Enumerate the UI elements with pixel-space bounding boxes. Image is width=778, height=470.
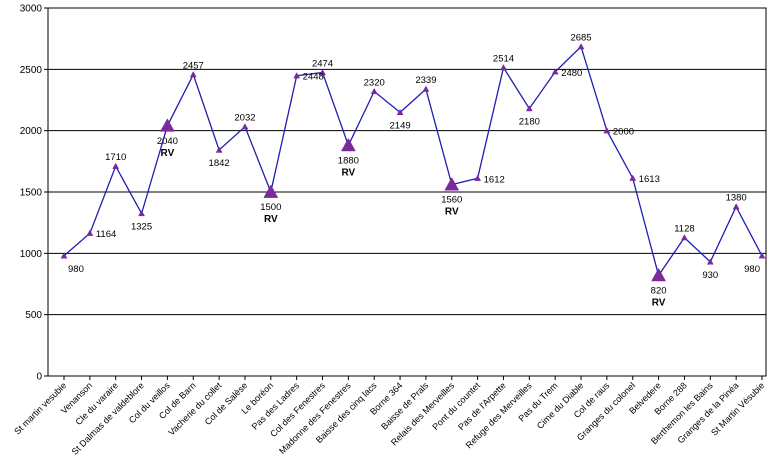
data-point bbox=[396, 108, 404, 116]
data-label: 2457 bbox=[183, 61, 204, 72]
data-point bbox=[293, 72, 301, 79]
rv-label: RV bbox=[161, 148, 175, 159]
data-point bbox=[422, 85, 430, 92]
data-point bbox=[500, 64, 507, 71]
data-label: 1325 bbox=[131, 221, 152, 232]
rv-label: RV bbox=[445, 207, 459, 218]
data-label: 2448 bbox=[303, 72, 324, 83]
data-label: 1880 bbox=[338, 155, 359, 166]
data-point bbox=[551, 68, 559, 75]
data-point bbox=[474, 174, 482, 181]
data-point bbox=[577, 43, 585, 50]
data-label: 1128 bbox=[674, 224, 694, 235]
data-label: 2339 bbox=[415, 75, 436, 86]
data-point bbox=[112, 162, 120, 169]
y-tick-label: 2000 bbox=[20, 126, 43, 137]
data-label: 930 bbox=[702, 270, 718, 281]
data-label: 1380 bbox=[726, 193, 747, 204]
data-label: 820 bbox=[651, 285, 667, 296]
data-label: 2032 bbox=[234, 113, 255, 124]
data-label: 2180 bbox=[519, 117, 540, 128]
data-point bbox=[241, 123, 249, 130]
rv-label: RV bbox=[264, 214, 278, 225]
y-tick-label: 1500 bbox=[20, 188, 43, 199]
rv-label: RV bbox=[342, 167, 356, 178]
data-label: 2514 bbox=[493, 54, 514, 65]
y-tick-label: 500 bbox=[25, 310, 42, 321]
data-point bbox=[681, 234, 688, 241]
data-point bbox=[525, 105, 533, 112]
rv-marker bbox=[159, 118, 175, 132]
y-axis: 0 500 1000 1500 2000 2500 3000 bbox=[20, 4, 48, 383]
data-label: 1613 bbox=[639, 174, 660, 185]
series-line bbox=[63, 45, 763, 277]
y-tick-label: 1000 bbox=[20, 249, 43, 260]
y-tick-label: 3000 bbox=[20, 4, 43, 15]
y-tick-label: 0 bbox=[36, 372, 42, 383]
series-elevation bbox=[60, 43, 766, 282]
data-label: 2040 bbox=[157, 136, 178, 147]
rv-marker bbox=[340, 137, 356, 152]
data-label: 980 bbox=[744, 264, 760, 275]
data-label: 1560 bbox=[441, 195, 462, 206]
data-label: 1710 bbox=[105, 152, 126, 163]
data-point bbox=[370, 87, 378, 95]
data-point bbox=[732, 203, 740, 210]
rv-marker bbox=[444, 177, 460, 191]
data-point bbox=[319, 69, 326, 76]
rv-marker bbox=[263, 184, 279, 198]
data-labels: 9801164171013252040RV2457184220321500RV2… bbox=[68, 33, 760, 309]
data-label: 2149 bbox=[390, 120, 411, 131]
data-label: 1842 bbox=[209, 158, 230, 169]
data-point bbox=[86, 229, 94, 236]
data-point bbox=[215, 146, 223, 153]
rv-marker bbox=[651, 267, 667, 282]
data-label: 1164 bbox=[96, 229, 116, 240]
data-point bbox=[706, 258, 714, 265]
data-label: 2320 bbox=[364, 77, 385, 88]
rv-label: RV bbox=[652, 297, 666, 308]
data-label: 1500 bbox=[260, 202, 281, 213]
data-point bbox=[758, 252, 766, 259]
data-point bbox=[629, 174, 637, 181]
data-point bbox=[138, 209, 145, 217]
data-label: 2685 bbox=[570, 33, 591, 44]
data-point bbox=[189, 71, 197, 78]
data-label: 1612 bbox=[484, 174, 505, 185]
data-label: 2480 bbox=[561, 68, 582, 79]
data-point bbox=[60, 252, 68, 259]
data-label: 980 bbox=[68, 264, 84, 275]
data-point bbox=[603, 127, 611, 134]
y-tick-label: 2500 bbox=[20, 65, 43, 76]
data-label: 2000 bbox=[613, 127, 634, 138]
data-label: 2474 bbox=[312, 59, 333, 70]
